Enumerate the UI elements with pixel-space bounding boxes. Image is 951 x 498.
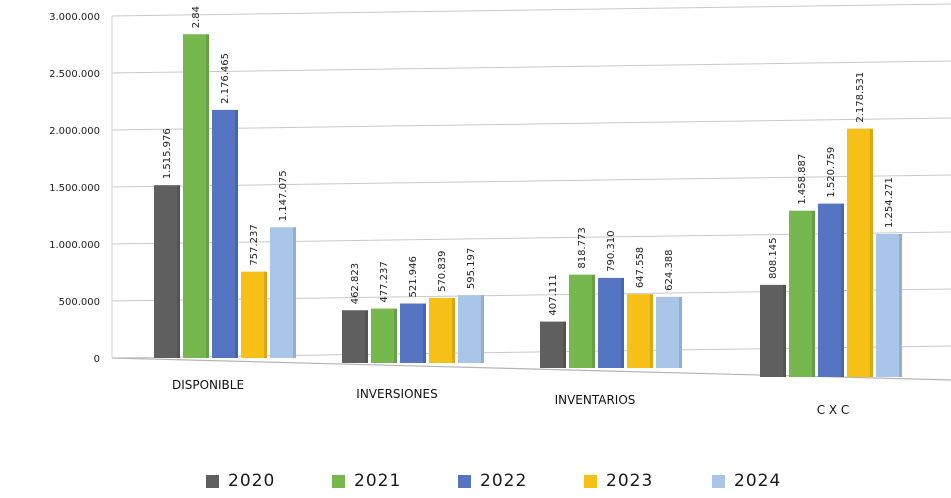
data-label-1-0: 462.823 bbox=[350, 263, 361, 304]
bar-inventarios-2024 bbox=[656, 296, 682, 368]
data-label-2-2: 790.310 bbox=[606, 231, 617, 272]
bar-shade-1-0 bbox=[365, 310, 368, 363]
y-tick-label-0: 0 bbox=[94, 354, 100, 365]
bar-shade-0-4 bbox=[293, 227, 296, 358]
legend-swatch-2021 bbox=[332, 474, 345, 488]
chart-legend: 2020 2021 2022 2023 2024 bbox=[0, 468, 951, 494]
gridline-5 bbox=[111, 60, 951, 74]
bar-shade-1-4 bbox=[481, 295, 484, 363]
legend-label-2020: 2020 bbox=[228, 471, 276, 491]
data-label-0-2: 2.176.465 bbox=[220, 53, 231, 104]
legend-label-2021: 2021 bbox=[354, 471, 402, 491]
legend-swatch-2023 bbox=[584, 474, 597, 488]
y-tick-label-5: 2.500.000 bbox=[49, 69, 100, 80]
legend-item-2020: 2020 bbox=[206, 468, 275, 494]
bar-inversiones-2022 bbox=[400, 303, 426, 363]
bar-c-x-c-2023 bbox=[847, 128, 873, 377]
gridline-6 bbox=[111, 3, 951, 17]
bar-shade-0-0 bbox=[177, 185, 180, 358]
bar-inventarios-2023 bbox=[627, 294, 653, 368]
bar-shade-2-4 bbox=[679, 296, 682, 368]
gridline-4 bbox=[111, 117, 951, 131]
bar-disponible-2020 bbox=[154, 185, 180, 358]
data-label-1-3: 570.839 bbox=[437, 251, 448, 292]
bar-shade-0-1 bbox=[206, 34, 209, 359]
bar-shade-3-2 bbox=[841, 203, 844, 377]
bar-inversiones-2020 bbox=[342, 310, 368, 363]
x-tick-label-0: DISPONIBLE bbox=[172, 378, 244, 392]
bar-shade-2-3 bbox=[650, 294, 653, 368]
bar-inventarios-2020 bbox=[540, 321, 566, 368]
x-tick-label-1: INVERSIONES bbox=[356, 387, 437, 401]
bar-shade-2-0 bbox=[563, 321, 566, 368]
bar-c-x-c-2022 bbox=[818, 203, 844, 377]
bar-c-x-c-2021 bbox=[789, 210, 815, 377]
data-label-1-2: 521.946 bbox=[408, 256, 419, 297]
legend-item-2024: 2024 bbox=[712, 468, 781, 494]
data-label-0-1: 2.84 bbox=[191, 6, 202, 28]
legend-swatch-2022 bbox=[458, 474, 471, 488]
bar-shade-3-0 bbox=[783, 284, 786, 377]
data-label-0-3: 757.237 bbox=[249, 224, 260, 265]
bar-inversiones-2024 bbox=[458, 295, 484, 363]
data-label-2-4: 624.388 bbox=[664, 249, 675, 290]
bar-shade-2-1 bbox=[592, 274, 595, 368]
bar-shade-1-2 bbox=[423, 303, 426, 363]
legend-item-2022: 2022 bbox=[458, 468, 527, 494]
bar-disponible-2024 bbox=[270, 227, 296, 358]
legend-item-2023: 2023 bbox=[584, 468, 653, 494]
chart-plot-area: 0 500.000 1.000.000 1.500.000 2.000.000 2.500… bbox=[49, 3, 951, 417]
legend-label-2022: 2022 bbox=[480, 471, 528, 491]
bar-inventarios-2022 bbox=[598, 277, 624, 368]
bar-shade-3-4 bbox=[899, 234, 902, 377]
legend-label-2024: 2024 bbox=[734, 471, 782, 491]
bar-inventarios-2021 bbox=[569, 274, 595, 368]
data-label-3-1: 1.458.887 bbox=[797, 154, 808, 205]
data-label-0-0: 1.515.976 bbox=[162, 128, 173, 179]
x-tick-label-3: C X C bbox=[817, 403, 850, 417]
data-label-3-3: 2.178.531 bbox=[855, 72, 866, 123]
y-tick-label-3: 1.500.000 bbox=[49, 183, 100, 194]
bar-disponible-2022 bbox=[212, 109, 238, 358]
bar-inversiones-2021 bbox=[371, 308, 397, 363]
data-label-3-0: 808.145 bbox=[768, 238, 779, 279]
bar-shade-3-3 bbox=[870, 128, 873, 377]
bar-c-x-c-2024 bbox=[876, 234, 902, 377]
data-label-2-3: 647.558 bbox=[635, 247, 646, 288]
legend-label-2023: 2023 bbox=[606, 471, 654, 491]
x-tick-label-2: INVENTARIOS bbox=[555, 393, 636, 407]
bar-disponible-2021 bbox=[183, 34, 209, 359]
data-label-0-4: 1.147.075 bbox=[278, 170, 289, 221]
legend-item-2021: 2021 bbox=[332, 468, 401, 494]
bar-c-x-c-2020 bbox=[760, 284, 786, 377]
y-tick-label-2: 1.000.000 bbox=[49, 240, 100, 251]
data-label-1-1: 477.237 bbox=[379, 261, 390, 302]
y-tick-label-1: 500.000 bbox=[59, 297, 100, 308]
y-tick-label-6: 3.000.000 bbox=[49, 12, 100, 23]
y-tick-label-4: 2.000.000 bbox=[49, 126, 100, 137]
legend-swatch-2024 bbox=[712, 474, 725, 488]
gridline-3 bbox=[111, 174, 951, 188]
data-label-2-0: 407.111 bbox=[548, 274, 559, 315]
bar-shade-1-3 bbox=[452, 297, 455, 363]
bar-shade-0-3 bbox=[264, 271, 267, 358]
data-label-3-4: 1.254.271 bbox=[884, 177, 895, 228]
bar-inversiones-2023 bbox=[429, 297, 455, 363]
bar-disponible-2023 bbox=[241, 271, 267, 358]
bar-shade-2-2 bbox=[621, 277, 624, 368]
data-label-3-2: 1.520.759 bbox=[826, 147, 837, 198]
data-label-2-1: 818.773 bbox=[577, 227, 588, 268]
data-label-1-4: 595.197 bbox=[466, 248, 477, 289]
bar-shade-3-1 bbox=[812, 210, 815, 377]
bar-shade-0-2 bbox=[235, 109, 238, 358]
legend-swatch-2020 bbox=[206, 474, 219, 488]
bar-shade-1-1 bbox=[394, 308, 397, 363]
